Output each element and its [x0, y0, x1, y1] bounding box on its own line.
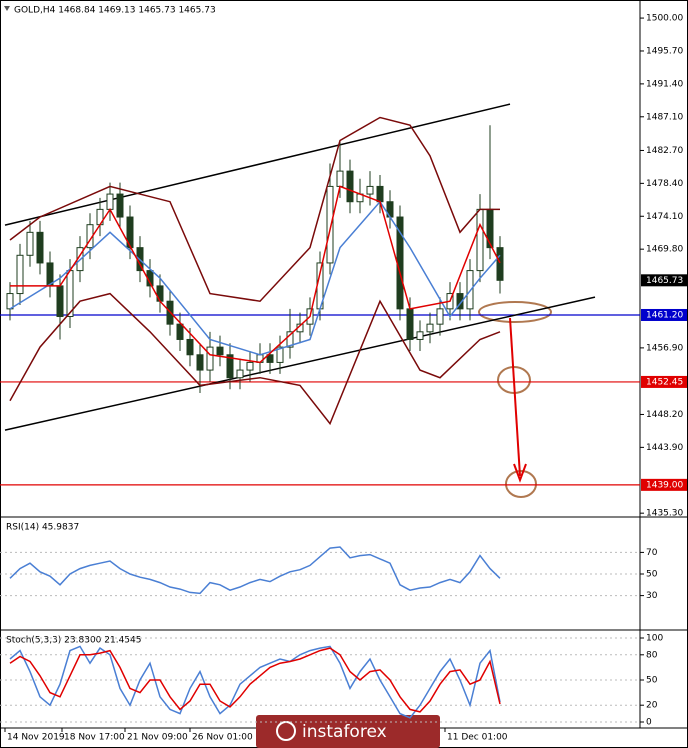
y-tick-label: 100 — [646, 634, 663, 644]
candle-body — [456, 293, 464, 310]
candle-body — [276, 346, 284, 363]
candle-body — [416, 331, 424, 340]
candle-body — [186, 338, 194, 356]
x-tick-label: 11 Dec 01:00 — [447, 733, 508, 743]
level-label-bg — [641, 375, 687, 388]
y-tick-label: 50 — [646, 676, 658, 686]
y-tick-label: 1456.90 — [646, 343, 683, 353]
rsi-title: RSI(14) 45.9837 — [6, 523, 79, 533]
y-tick-label: 1500.00 — [646, 14, 683, 24]
candle-body — [236, 369, 244, 379]
indicator-line — [10, 185, 501, 364]
stoch-title: Stoch(5,3,3) 23.8300 21.4545 — [6, 636, 141, 646]
candle-body — [406, 308, 414, 340]
candle-body — [6, 293, 14, 310]
candle-body — [466, 270, 474, 310]
annotation-ellipse — [478, 301, 552, 323]
oscillator-line — [9, 546, 501, 595]
candle-body — [376, 185, 384, 203]
level-label: 1452.45 — [646, 377, 683, 387]
oscillator-line — [9, 645, 501, 719]
candle-body — [16, 254, 24, 295]
arrow — [509, 317, 521, 477]
candle-body — [56, 285, 64, 318]
candle-body — [326, 185, 334, 264]
x-tick-label: 18 Nov 17:00 — [64, 733, 125, 743]
watermark-box — [256, 715, 440, 748]
candle-body — [336, 170, 344, 187]
level-label: 1461.20 — [646, 310, 683, 320]
candle-body — [436, 308, 444, 325]
y-tick-label: 1495.70 — [646, 46, 683, 56]
y-tick-label: 1478.40 — [646, 179, 683, 189]
candle-body — [36, 231, 44, 264]
candle-body — [116, 193, 124, 218]
candle-body — [266, 354, 274, 363]
y-tick-label: 20 — [646, 701, 658, 711]
level-label: 1439.00 — [646, 480, 683, 490]
y-tick-label: 1474.10 — [646, 212, 683, 222]
y-tick-label: 30 — [646, 591, 658, 601]
x-tick-label: 26 Nov 01:00 — [192, 733, 253, 743]
candle-body — [26, 231, 34, 256]
y-tick-label: 1491.40 — [646, 79, 683, 89]
channel-line — [4, 296, 596, 431]
level-label-bg — [641, 308, 687, 321]
candle-body — [216, 346, 224, 356]
candle-body — [486, 208, 494, 249]
candle-body — [496, 247, 504, 281]
y-tick-label: 1435.30 — [646, 509, 683, 519]
x-tick-label: 21 Nov 09:00 — [127, 733, 188, 743]
last-price-label: 1465.73 — [646, 276, 683, 286]
y-tick-label: 1448.20 — [646, 410, 683, 420]
level-label-bg — [641, 478, 687, 491]
oscillator-line — [9, 647, 501, 713]
y-tick-label: 1482.70 — [646, 146, 683, 156]
annotation-ellipse — [505, 470, 537, 498]
watermark: instaforex — [302, 722, 387, 742]
last-price-bg — [641, 274, 687, 287]
candle-body — [106, 193, 114, 210]
y-tick-label: 1443.90 — [646, 443, 683, 453]
y-tick-label: 1487.10 — [646, 112, 683, 122]
symbol-icon — [4, 6, 10, 11]
candle-body — [286, 331, 294, 348]
candle-body — [246, 361, 254, 371]
y-tick-label: 50 — [646, 570, 658, 580]
candle-body — [226, 354, 234, 379]
candle-body — [426, 323, 434, 333]
candle-body — [346, 170, 354, 203]
chart-title: GOLD,H4 1468.84 1469.13 1465.73 1465.73 — [14, 6, 216, 16]
x-tick-label: 14 Nov 2019 — [7, 733, 65, 743]
indicator-line — [9, 116, 500, 303]
y-tick-label: 0 — [646, 718, 652, 728]
annotations — [478, 301, 552, 498]
candle-body — [366, 185, 374, 195]
y-tick-label: 70 — [646, 548, 658, 558]
candle-body — [206, 346, 214, 371]
indicator-line — [9, 292, 501, 426]
candle-body — [196, 354, 204, 371]
channel-line — [4, 103, 511, 226]
y-tick-label: 80 — [646, 650, 658, 660]
candle-body — [176, 323, 184, 340]
indicator-line — [9, 200, 501, 356]
arrow-head — [513, 463, 527, 483]
y-tick-label: 1469.80 — [646, 245, 683, 255]
candle-body — [476, 208, 484, 272]
